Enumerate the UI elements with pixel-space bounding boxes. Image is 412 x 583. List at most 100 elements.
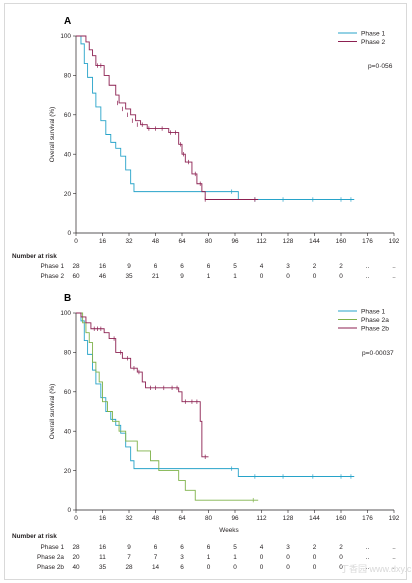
risk-cell: 0 (260, 564, 264, 571)
risk-cell: 16 (99, 544, 107, 551)
y-axis-title: Overall survival (%) (49, 384, 56, 439)
risk-cell: .. (366, 544, 370, 551)
risk-cell: .. (392, 273, 396, 280)
risk-cell: 6 (180, 263, 184, 270)
risk-cell: 6 (207, 544, 211, 551)
x-tick-label: 16 (99, 238, 107, 245)
risk-cell: 1 (207, 273, 211, 280)
watermark: 丁香园 www.dxy.cn (340, 564, 412, 574)
x-tick-label: 80 (205, 238, 213, 245)
y-tick-label: 20 (64, 191, 72, 198)
y-tick-label: 0 (67, 230, 71, 237)
risk-cell: 0 (313, 564, 317, 571)
series-line-phase-1 (76, 35, 355, 200)
risk-cell: 0 (339, 554, 343, 561)
risk-row-label: Phase 2a (37, 554, 64, 561)
x-tick-label: 144 (309, 515, 320, 522)
risk-cell: 0 (313, 554, 317, 561)
legend-label: Phase 2 (361, 39, 386, 46)
risk-table-title: Number at risk (12, 533, 57, 540)
x-tick-label: 160 (336, 515, 347, 522)
risk-cell: 2 (313, 263, 317, 270)
risk-row-label: Phase 2b (37, 564, 64, 571)
risk-cell: .. (392, 544, 396, 551)
x-tick-label: 32 (125, 515, 133, 522)
risk-cell: 16 (99, 263, 107, 270)
risk-cell: 5 (233, 544, 237, 551)
x-tick-label: 16 (99, 515, 107, 522)
risk-cell: 35 (125, 273, 133, 280)
series-line-phase-2 (76, 35, 259, 200)
legend-label: Phase 2b (361, 325, 389, 332)
risk-cell: 35 (99, 564, 107, 571)
risk-cell: 11 (99, 554, 106, 561)
legend-label: Phase 1 (361, 30, 386, 37)
x-tick-label: 192 (389, 238, 400, 245)
risk-cell: 0 (233, 564, 237, 571)
risk-cell: 1 (207, 554, 211, 561)
risk-cell: .. (392, 564, 396, 571)
risk-cell: .. (392, 263, 396, 270)
risk-cell: 4 (260, 544, 264, 551)
risk-cell: 28 (125, 564, 133, 571)
p-value: p=0·056 (368, 63, 393, 70)
y-tick-label: 20 (64, 468, 72, 475)
x-tick-label: 0 (74, 515, 78, 522)
risk-cell: 28 (72, 544, 80, 551)
panel-a-letter: A (64, 16, 71, 27)
risk-cell: 6 (180, 544, 184, 551)
risk-cell: 60 (72, 273, 80, 280)
x-tick-label: 176 (362, 515, 373, 522)
risk-cell: 0 (313, 273, 317, 280)
risk-cell: 6 (207, 263, 211, 270)
x-tick-label: 112 (256, 238, 267, 245)
risk-row-label: Phase 1 (41, 263, 65, 270)
risk-cell: 4 (260, 263, 264, 270)
risk-cell: 6 (154, 263, 158, 270)
y-tick-label: 100 (60, 33, 71, 40)
risk-cell: 0 (286, 554, 290, 561)
x-tick-label: 96 (231, 238, 239, 245)
series-line-phase-2b (76, 312, 209, 458)
risk-cell: 9 (180, 273, 184, 280)
risk-cell: 1 (233, 554, 237, 561)
y-tick-label: 100 (60, 310, 71, 317)
y-tick-label: 80 (64, 73, 72, 80)
risk-cell: 0 (207, 564, 211, 571)
risk-cell: 46 (99, 273, 107, 280)
risk-cell: 2 (339, 544, 343, 551)
risk-cell: 3 (286, 263, 290, 270)
x-tick-label: 128 (283, 515, 294, 522)
risk-row-label: Phase 1 (41, 544, 65, 551)
risk-cell: 28 (72, 263, 80, 270)
risk-cell: 6 (180, 564, 184, 571)
legend-label: Phase 1 (361, 308, 386, 315)
risk-cell: 3 (286, 544, 290, 551)
risk-cell: 1 (233, 273, 237, 280)
series-line-phase-1 (76, 312, 355, 477)
page-frame (4, 3, 407, 580)
x-tick-label: 128 (283, 238, 294, 245)
risk-cell: .. (392, 554, 396, 561)
risk-cell: 6 (154, 544, 158, 551)
risk-cell: .. (366, 273, 370, 280)
risk-cell: 2 (313, 544, 317, 551)
x-tick-label: 160 (336, 238, 347, 245)
y-tick-label: 0 (67, 507, 71, 514)
x-tick-label: 0 (74, 238, 78, 245)
risk-cell: 0 (260, 273, 264, 280)
legend-label: Phase 2a (361, 317, 389, 324)
risk-cell: .. (366, 263, 370, 270)
x-tick-label: 192 (389, 515, 400, 522)
risk-cell: 40 (72, 564, 80, 571)
x-tick-label: 48 (152, 238, 160, 245)
risk-cell: 20 (72, 554, 80, 561)
y-tick-label: 80 (64, 350, 72, 357)
risk-cell: 0 (286, 273, 290, 280)
x-tick-label: 96 (231, 515, 239, 522)
y-tick-label: 40 (64, 428, 72, 435)
y-tick-label: 40 (64, 151, 72, 158)
